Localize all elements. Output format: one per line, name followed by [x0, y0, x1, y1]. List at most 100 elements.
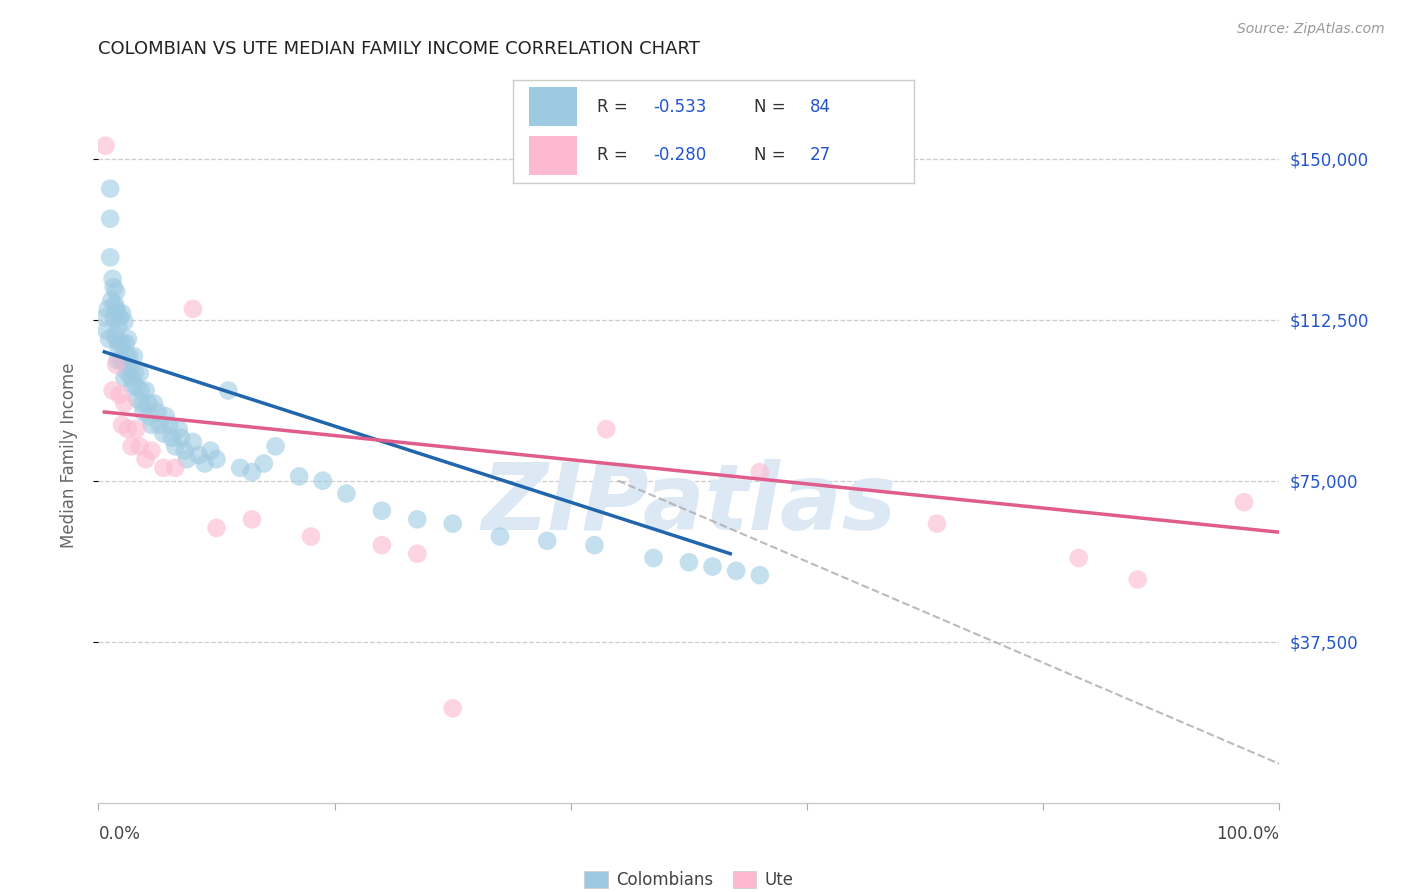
Text: 0.0%: 0.0% — [98, 825, 141, 843]
Legend: Colombians, Ute: Colombians, Ute — [578, 863, 800, 892]
Point — [536, 533, 558, 548]
Point — [132, 405, 155, 419]
Point — [103, 310, 125, 325]
Point — [101, 272, 124, 286]
Point — [108, 388, 131, 402]
Point — [1126, 573, 1149, 587]
Point — [111, 306, 134, 320]
Point — [101, 384, 124, 398]
Point — [489, 529, 512, 543]
Text: -0.533: -0.533 — [654, 98, 707, 116]
Point — [152, 426, 174, 441]
Point — [200, 443, 222, 458]
Point — [194, 457, 217, 471]
Text: COLOMBIAN VS UTE MEDIAN FAMILY INCOME CORRELATION CHART: COLOMBIAN VS UTE MEDIAN FAMILY INCOME CO… — [98, 40, 700, 58]
Point — [135, 452, 157, 467]
Point — [335, 486, 357, 500]
Point — [127, 392, 149, 406]
Point — [141, 443, 163, 458]
Point — [94, 310, 117, 325]
Point — [104, 327, 127, 342]
Point — [138, 409, 160, 424]
Point — [181, 435, 204, 450]
Text: R =: R = — [598, 98, 633, 116]
Point — [299, 529, 322, 543]
Point — [118, 349, 141, 363]
Point — [152, 460, 174, 475]
Point — [925, 516, 948, 531]
Text: 100.0%: 100.0% — [1216, 825, 1279, 843]
Point — [643, 551, 665, 566]
Point — [124, 367, 146, 381]
Point — [165, 460, 187, 475]
Point — [131, 396, 153, 410]
FancyBboxPatch shape — [529, 136, 578, 175]
Text: 84: 84 — [810, 98, 831, 116]
FancyBboxPatch shape — [529, 87, 578, 127]
Text: ZIPatlas: ZIPatlas — [481, 458, 897, 549]
Point — [122, 349, 145, 363]
Point — [115, 349, 138, 363]
Point — [173, 443, 195, 458]
Point — [187, 448, 209, 462]
Point — [128, 439, 150, 453]
Point — [217, 384, 239, 398]
Point — [121, 439, 143, 453]
Point — [240, 512, 263, 526]
Point — [107, 341, 129, 355]
Point — [181, 301, 204, 316]
Point — [112, 370, 135, 384]
Point — [96, 323, 118, 337]
Text: R =: R = — [598, 146, 633, 164]
Point — [157, 417, 180, 432]
Point — [1233, 495, 1256, 509]
Point — [129, 384, 152, 398]
Point — [136, 396, 159, 410]
Point — [160, 431, 183, 445]
Text: 27: 27 — [810, 146, 831, 164]
Point — [595, 422, 617, 436]
Point — [678, 555, 700, 569]
Text: N =: N = — [754, 146, 790, 164]
Point — [155, 409, 177, 424]
Point — [111, 336, 134, 351]
Point — [146, 405, 169, 419]
Point — [98, 181, 121, 195]
Point — [107, 319, 129, 334]
Point — [165, 439, 187, 453]
Point — [94, 138, 117, 153]
Point — [104, 297, 127, 311]
Point — [105, 306, 128, 320]
Point — [121, 370, 143, 384]
Point — [105, 353, 128, 368]
Point — [167, 422, 190, 436]
Point — [100, 293, 122, 308]
Point — [117, 332, 139, 346]
Point — [105, 285, 128, 299]
Point — [725, 564, 748, 578]
Point — [406, 547, 429, 561]
Point — [105, 301, 128, 316]
Point — [141, 417, 163, 432]
Point — [371, 504, 394, 518]
Point — [748, 568, 770, 582]
Point — [105, 332, 128, 346]
Point — [121, 379, 143, 393]
Point — [583, 538, 606, 552]
Point — [288, 469, 311, 483]
Point — [229, 460, 252, 475]
Text: Source: ZipAtlas.com: Source: ZipAtlas.com — [1237, 22, 1385, 37]
Point — [98, 332, 121, 346]
Point — [406, 512, 429, 526]
Point — [98, 251, 121, 265]
Point — [98, 211, 121, 226]
Point — [702, 559, 724, 574]
Point — [149, 417, 172, 432]
Point — [748, 465, 770, 479]
Point — [125, 379, 148, 393]
Text: N =: N = — [754, 98, 790, 116]
Point — [120, 362, 142, 376]
Point — [205, 521, 228, 535]
Point — [176, 452, 198, 467]
Point — [105, 358, 128, 372]
